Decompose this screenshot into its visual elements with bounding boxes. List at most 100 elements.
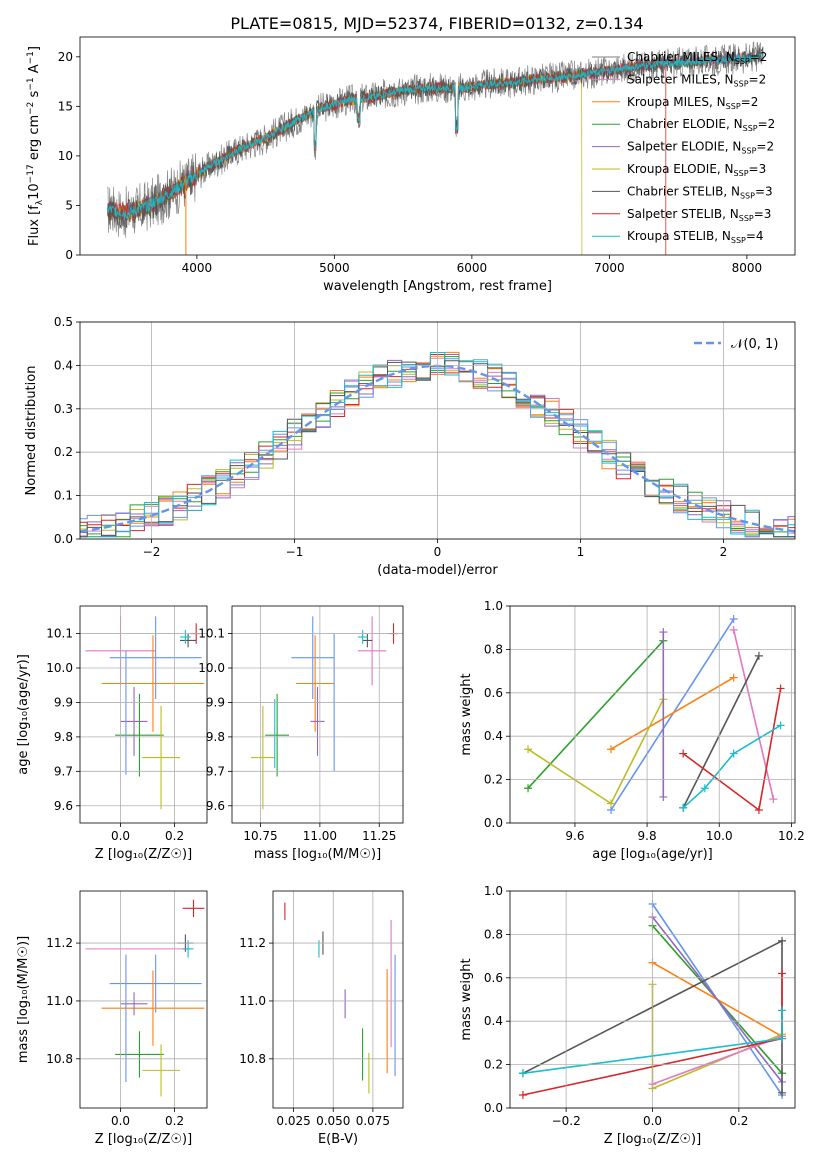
y-axis-label-part: λ <box>35 199 45 205</box>
y-tick-label: 0.6 <box>484 971 503 985</box>
legend-entry-suffix: =2 <box>741 95 759 109</box>
axes-frame <box>231 605 404 824</box>
panel-mass-weight-vs-age: 9.6 9.8 10.0 10.2 0.0 0.2 0.4 0.6 0.8 1.0 age [log… <box>459 599 805 862</box>
y-tick-label: 11.0 <box>239 994 266 1008</box>
y-tick-label: 11.2 <box>239 936 266 950</box>
axes-frame <box>79 321 796 540</box>
weight-marker <box>729 625 738 634</box>
y-axis-label-part: erg cm <box>27 115 42 164</box>
y-tick-label: 9.8 <box>206 730 225 744</box>
weight-marker <box>518 1090 527 1099</box>
y-axis-label-part: 10 <box>27 183 42 200</box>
x-tick-label: −2 <box>143 545 161 559</box>
weight-marker <box>778 936 787 945</box>
legend-entry-sub: SSP <box>741 147 756 156</box>
axes-frame <box>509 605 796 824</box>
y-axis-label-part: −1 <box>26 51 36 64</box>
y-tick-label: 9.9 <box>206 695 225 709</box>
weight-marker <box>776 721 785 730</box>
legend-entry: Kroupa MILES, NSSP=2 <box>627 95 758 111</box>
legend-entry: Kroupa STELIB, NSSP=4 <box>627 229 764 245</box>
legend-entry: 𝒩(0, 1) <box>731 337 778 352</box>
weight-marker <box>754 805 763 814</box>
y-tick-label: 5 <box>65 198 73 212</box>
y-tick-label: 0.2 <box>484 773 503 787</box>
y-axis-label-part: −2 <box>26 102 36 115</box>
y-tick-label: 0.5 <box>54 315 73 329</box>
x-tick-label: 6000 <box>457 261 488 275</box>
legend-entry-name: Chabrier ELODIE, N <box>627 117 743 131</box>
weight-marker <box>769 795 778 804</box>
panel-mass-weight-vs-Z: −0.2 0.0 0.2 0.0 0.2 0.4 0.6 0.8 1.0 Z [log₁₀(Z/Z… <box>459 884 796 1147</box>
x-axis-label: Z [log₁₀(Z/Z☉)] <box>95 847 192 862</box>
y-tick-label: 20 <box>58 50 73 64</box>
weight-line-kroupa_miles <box>610 676 735 750</box>
legend-entry-suffix: =2 <box>758 117 776 131</box>
panel-mass-vs-Z: 0.0 0.2 10.8 11.0 11.2 Z [log₁₀(Z/Z☉)] mass [l… <box>16 890 208 1147</box>
weight-line-salpeter_stelib <box>682 688 782 812</box>
x-tick-label: 9.8 <box>638 829 657 843</box>
legend-entry: Salpeter STELIB, NSSP=3 <box>627 207 771 223</box>
x-tick-label: 11.25 <box>362 829 396 843</box>
y-tick-label: 11.2 <box>46 936 73 950</box>
weight-marker <box>524 784 533 793</box>
legend-entry: Salpeter ELODIE, NSSP=2 <box>627 140 774 156</box>
y-axis-label-part: A <box>27 64 42 77</box>
weight-marker <box>754 651 763 660</box>
legend-entry-sub: SSP <box>734 169 749 178</box>
panel-age-vs-Z: 0.0 0.2 9.6 9.7 9.8 9.9 10.0 10.1 Z [log₁₀(Z/Z☉)… <box>16 605 208 862</box>
y-tick-label: 0.4 <box>54 358 73 372</box>
plot-area <box>85 899 205 1097</box>
legend-entry-suffix: =2 <box>749 72 767 86</box>
y-tick-label: 10.8 <box>46 1052 73 1066</box>
weight-marker <box>778 1088 787 1097</box>
weight-marker <box>729 615 738 624</box>
weight-marker <box>659 792 668 801</box>
y-tick-label: 0.0 <box>54 532 73 546</box>
y-tick-label: 9.6 <box>54 799 73 813</box>
axes-frame <box>79 605 208 824</box>
weight-line-salpeter_miles <box>732 629 775 800</box>
x-axis-label: (data-model)/error <box>377 563 498 578</box>
y-tick-label: 0.8 <box>484 927 503 941</box>
y-tick-label: 11.0 <box>46 994 73 1008</box>
x-axis-label: Z [log₁₀(Z/Z☉)] <box>604 1132 701 1147</box>
y-axis-label: mass weight <box>459 958 474 1040</box>
y-tick-label: 9.7 <box>206 764 225 778</box>
legend-entry-suffix: =3 <box>749 162 767 176</box>
weight-marker <box>729 673 738 682</box>
y-axis-label-part: ] <box>27 46 42 51</box>
x-tick-label: 1 <box>577 545 585 559</box>
x-axis-label: E(B-V) <box>318 1132 358 1147</box>
legend-entry-name: Salpeter ELODIE, N <box>627 140 741 154</box>
panel-mass-vs-EBV: 0.025 0.050 0.075 10.8 11.0 11.2 E(B-V) <box>239 890 404 1147</box>
y-axis-label: Normed distribution <box>24 366 39 496</box>
x-axis-label: mass [log₁₀(M/M☉)] <box>254 847 381 862</box>
y-axis-label-part: s <box>27 90 42 101</box>
plot-area <box>85 616 205 810</box>
x-tick-label: 7000 <box>594 261 625 275</box>
legend-entry-name: Salpeter STELIB, N <box>627 207 739 221</box>
y-tick-label: 10.1 <box>198 627 225 641</box>
panel-residuals: −2 −1 0 1 2 0.0 0.1 0.2 0.3 0.4 0.5 (data-model)/er… <box>24 315 796 578</box>
weight-line-normal <box>610 618 735 811</box>
y-tick-label: 10.0 <box>46 661 73 675</box>
panel-spectrum: 4000 5000 6000 7000 8000 0 5 10 15 20 wavelength [… <box>26 36 796 294</box>
weight-marker <box>776 684 785 693</box>
y-axis-label: age [log₁₀(age/yr)] <box>16 654 31 775</box>
legend-entry-suffix: =2 <box>750 50 768 64</box>
x-tick-label: 0 <box>434 545 442 559</box>
x-axis-label: age [log₁₀(age/yr)] <box>592 847 713 862</box>
x-tick-label: 0.0 <box>111 829 130 843</box>
weight-marker <box>778 969 787 978</box>
weight-marker <box>729 749 738 758</box>
weight-marker <box>518 1069 527 1078</box>
x-tick-label: 0.050 <box>316 1114 350 1128</box>
weight-marker <box>524 745 533 754</box>
legend-entry: Chabrier MILES, NSSP=2 <box>627 50 767 66</box>
weight-line-chabrier_elodie <box>527 640 664 789</box>
y-tick-label: 1.0 <box>484 884 503 898</box>
y-tick-label: 0.0 <box>484 816 503 830</box>
x-tick-label: 0.025 <box>276 1114 310 1128</box>
